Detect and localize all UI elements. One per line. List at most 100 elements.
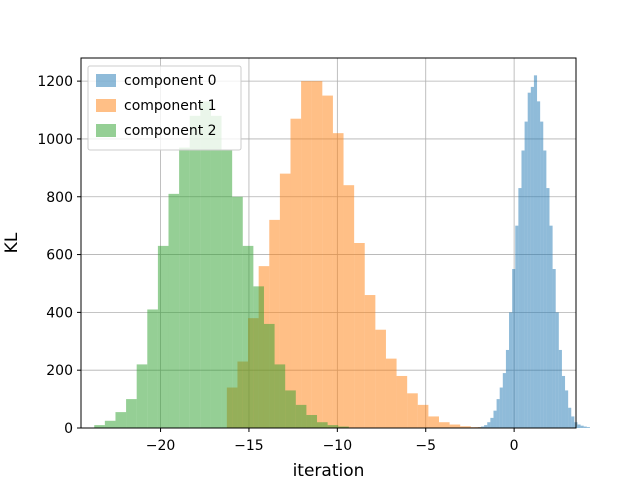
- series-component-1: [226, 81, 482, 428]
- y-axis-ticks: 0 200 400 600 800 1000 1200: [37, 74, 81, 437]
- histogram-bar: [343, 185, 355, 428]
- histogram-bar: [253, 286, 264, 428]
- histogram-bar: [295, 404, 307, 428]
- histogram-bar: [179, 147, 190, 428]
- histogram-bar: [533, 75, 538, 428]
- histogram-bar: [509, 312, 513, 428]
- x-axis-ticks: −20 −15 −10 −5 0: [146, 428, 519, 454]
- y-tick-label: 1200: [37, 74, 73, 90]
- histogram-bar: [499, 387, 503, 428]
- histogram-bar: [481, 426, 485, 428]
- legend-label: component 1: [124, 98, 217, 114]
- histogram-bar: [338, 426, 349, 428]
- histogram-bar: [322, 95, 333, 428]
- histogram-bar: [505, 349, 510, 428]
- histogram-bar: [537, 101, 541, 428]
- series-component-0: [471, 75, 590, 428]
- legend-swatch: [96, 74, 116, 87]
- y-tick-label: 1000: [37, 132, 73, 148]
- legend-entries: component 0 component 1 component 2: [96, 73, 217, 139]
- histogram-bar: [487, 422, 491, 428]
- y-tick-label: 600: [46, 248, 73, 264]
- histogram-bar: [327, 425, 339, 428]
- histogram-bar: [317, 422, 328, 428]
- histogram-bar: [586, 427, 590, 428]
- histogram-bar: [311, 81, 323, 428]
- histogram-bar: [136, 364, 148, 428]
- x-tick-label: −5: [415, 438, 436, 454]
- histogram-bar: [558, 349, 562, 428]
- histogram-bar: [263, 323, 275, 428]
- x-tick-label: −20: [146, 438, 176, 454]
- histogram-bar: [571, 416, 575, 428]
- histogram-bar: [577, 424, 581, 428]
- histogram-bar: [568, 407, 572, 428]
- histogram-bar: [269, 219, 280, 428]
- histogram-bar: [428, 416, 439, 428]
- histogram-bar: [515, 225, 519, 428]
- histogram-bar: [565, 390, 569, 428]
- legend-swatch: [96, 124, 116, 137]
- histogram-bar: [555, 312, 559, 428]
- x-tick-label: −15: [234, 438, 264, 454]
- histogram-bar: [104, 420, 116, 428]
- histogram-bar: [583, 426, 587, 428]
- legend-swatch: [96, 99, 116, 112]
- histogram-bar: [290, 118, 302, 428]
- histogram-bar: [242, 245, 254, 428]
- histogram-bar: [221, 150, 233, 428]
- histogram-bar: [301, 81, 312, 428]
- x-axis-label: iteration: [293, 461, 365, 480]
- y-tick-label: 400: [46, 305, 73, 321]
- histogram-bar: [543, 150, 547, 428]
- histogram-bar: [512, 269, 516, 428]
- histogram-bar: [527, 92, 531, 428]
- histogram-bar: [189, 115, 201, 428]
- histogram-bar: [490, 417, 494, 428]
- histogram-bar: [385, 358, 397, 428]
- histogram-bar: [364, 295, 376, 428]
- histogram-bar: [546, 188, 550, 428]
- series-component-2: [94, 101, 349, 428]
- histogram-bar: [484, 425, 488, 428]
- histogram-bar: [274, 364, 286, 428]
- x-tick-label: 0: [510, 438, 519, 454]
- histogram-bar: [530, 86, 534, 428]
- histogram-bar: [549, 225, 553, 428]
- histogram-bar: [524, 121, 528, 428]
- histogram-bar: [157, 245, 169, 428]
- histogram-bar: [552, 269, 556, 428]
- y-tick-label: 800: [46, 190, 73, 206]
- histogram-bar: [460, 426, 471, 428]
- histogram-bar: [449, 424, 461, 428]
- y-tick-label: 0: [64, 421, 73, 437]
- histogram-bar: [210, 115, 222, 428]
- histogram-bar: [561, 375, 566, 428]
- legend-label: component 2: [124, 123, 217, 139]
- x-tick-label: −10: [323, 438, 353, 454]
- histogram-bar: [94, 425, 105, 428]
- histogram-bar: [126, 399, 137, 428]
- histogram-bar: [518, 188, 522, 428]
- histogram-bar: [493, 410, 497, 428]
- histogram-bar: [168, 193, 180, 428]
- histogram-bar: [417, 404, 429, 428]
- legend-label: component 0: [124, 73, 217, 89]
- histogram-bar: [279, 173, 291, 428]
- histogram-bar: [502, 373, 506, 428]
- plot-frame: [80, 57, 577, 429]
- histogram-bar: [232, 196, 243, 428]
- histogram-bar: [147, 309, 158, 428]
- histogram-bar: [306, 414, 318, 428]
- histogram-bar: [396, 375, 408, 428]
- histogram-bar: [521, 150, 525, 428]
- y-tick-label: 200: [46, 363, 73, 379]
- histogram-bar: [540, 121, 544, 428]
- legend: component 0 component 1 component 2: [87, 65, 242, 151]
- histogram-bar: [438, 422, 450, 428]
- histogram-bar: [354, 243, 365, 428]
- histogram-bar: [115, 412, 127, 428]
- histogram-bar: [285, 390, 296, 428]
- histogram-bar: [332, 133, 344, 428]
